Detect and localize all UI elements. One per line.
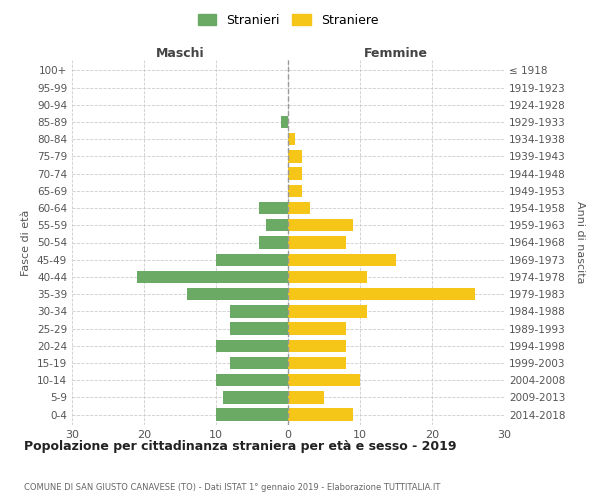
Bar xyxy=(230,305,288,318)
Text: Maschi: Maschi xyxy=(155,47,205,60)
Text: COMUNE DI SAN GIUSTO CANAVESE (TO) - Dati ISTAT 1° gennaio 2019 - Elaborazione T: COMUNE DI SAN GIUSTO CANAVESE (TO) - Dat… xyxy=(24,483,440,492)
Bar xyxy=(288,322,346,335)
Bar xyxy=(216,408,288,421)
Bar xyxy=(216,340,288,352)
Bar xyxy=(266,219,288,232)
Text: Femmine: Femmine xyxy=(364,47,428,60)
Bar xyxy=(230,322,288,335)
Bar xyxy=(288,374,360,386)
Bar xyxy=(288,184,302,197)
Bar xyxy=(216,374,288,386)
Bar xyxy=(288,133,295,145)
Bar xyxy=(288,270,367,283)
Bar xyxy=(223,392,288,404)
Y-axis label: Fasce di età: Fasce di età xyxy=(22,210,31,276)
Text: Popolazione per cittadinanza straniera per età e sesso - 2019: Popolazione per cittadinanza straniera p… xyxy=(24,440,457,453)
Bar xyxy=(137,270,288,283)
Bar xyxy=(187,288,288,300)
Bar xyxy=(288,168,302,180)
Bar xyxy=(288,392,324,404)
Bar xyxy=(281,116,288,128)
Bar xyxy=(259,202,288,214)
Bar xyxy=(288,202,310,214)
Bar xyxy=(288,219,353,232)
Legend: Stranieri, Straniere: Stranieri, Straniere xyxy=(193,8,383,32)
Bar xyxy=(259,236,288,248)
Bar xyxy=(288,150,302,162)
Bar xyxy=(288,236,346,248)
Y-axis label: Anni di nascita: Anni di nascita xyxy=(575,201,585,284)
Bar xyxy=(288,305,367,318)
Bar xyxy=(288,408,353,421)
Bar xyxy=(230,357,288,369)
Bar xyxy=(216,254,288,266)
Bar xyxy=(288,340,346,352)
Bar xyxy=(288,357,346,369)
Bar xyxy=(288,254,396,266)
Bar xyxy=(288,288,475,300)
